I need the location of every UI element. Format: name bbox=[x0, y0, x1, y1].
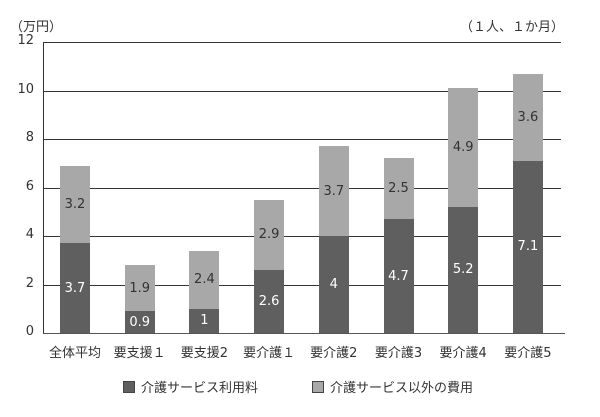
legend-swatch-dark bbox=[123, 380, 135, 393]
gridline bbox=[43, 187, 561, 189]
legend-label: 介護サービス利用料 bbox=[141, 381, 259, 396]
gridline bbox=[43, 236, 561, 237]
stacked-bar: 4.9 5.2 bbox=[448, 88, 479, 333]
x-tick-label: 要介護2 bbox=[310, 346, 358, 361]
x-tick-label: 要介護5 bbox=[504, 346, 552, 361]
stacked-bar: 1.9 0.9 bbox=[124, 265, 155, 333]
y-tick-label: 6 bbox=[25, 178, 34, 194]
stacked-bar: 3.2 3.7 bbox=[60, 165, 90, 333]
bar-segment-other-costs: 3.7 bbox=[318, 146, 349, 236]
gridline bbox=[43, 139, 561, 140]
bar-segment-service-fee: 3.7 bbox=[60, 243, 90, 333]
bar-segment-service-fee: 7.1 bbox=[512, 160, 543, 333]
bar-segment-other-costs: 1.9 bbox=[124, 265, 155, 312]
per-person-month-label: （１人、１か月） bbox=[460, 20, 565, 35]
bar-segment-service-fee: 2.6 bbox=[254, 269, 285, 333]
bar-segment-service-fee: 4.7 bbox=[383, 219, 414, 333]
bar-segment-other-costs: 2.4 bbox=[189, 250, 220, 309]
gridline bbox=[43, 42, 561, 43]
x-tick-label: 要支援2 bbox=[180, 346, 229, 361]
y-tick-label: 2 bbox=[25, 275, 34, 291]
bar-segment-other-costs: 2.9 bbox=[254, 199, 285, 270]
bar-segment-service-fee: 4 bbox=[318, 235, 349, 333]
bar-segment-other-costs: 3.6 bbox=[512, 73, 543, 161]
x-tick-label: 全体平均 bbox=[48, 346, 101, 361]
y-tick-label: 12 bbox=[17, 33, 34, 48]
gridline bbox=[43, 90, 561, 92]
stacked-bar: 2.4 1 bbox=[189, 250, 220, 333]
y-tick-label: 10 bbox=[17, 81, 34, 97]
legend-item-other-costs: 介護サービス以外の費用 bbox=[312, 377, 473, 396]
y-tick-label: 8 bbox=[25, 130, 34, 145]
y-tick-label: 4 bbox=[25, 227, 34, 242]
bar-segment-other-costs: 2.5 bbox=[383, 158, 414, 220]
x-tick-label: 要介護１ bbox=[243, 346, 296, 361]
stacked-bar: 2.9 2.6 bbox=[254, 199, 285, 333]
plot-area: 3.2 3.7 1.9 0.9 2.4 1 2.9 2.6 3.7 4 2.5 4.7 4.9 5.2 3.… bbox=[43, 42, 565, 334]
x-axis bbox=[43, 333, 565, 334]
legend-swatch-light bbox=[312, 380, 324, 393]
x-tick-label: 要介護4 bbox=[439, 346, 487, 361]
bar-segment-other-costs: 4.9 bbox=[448, 88, 479, 207]
x-tick-label: 要介護3 bbox=[374, 346, 423, 361]
stacked-bar: 2.5 4.7 bbox=[383, 158, 414, 333]
y-tick-label: 0 bbox=[25, 324, 34, 339]
gridline bbox=[43, 284, 561, 286]
legend-label: 介護サービス以外の費用 bbox=[330, 381, 474, 396]
stacked-bar: 3.7 4 bbox=[318, 146, 349, 333]
x-tick-label: 要支援１ bbox=[113, 346, 166, 361]
legend-item-service-fee: 介護サービス利用料 bbox=[123, 377, 258, 396]
y-axis bbox=[43, 42, 44, 333]
bar-segment-other-costs: 3.2 bbox=[60, 165, 90, 244]
bar-segment-service-fee: 0.9 bbox=[124, 311, 155, 333]
bar-segment-service-fee: 1 bbox=[189, 308, 220, 333]
bar-segment-service-fee: 5.2 bbox=[448, 206, 479, 333]
y-unit-label: （万円） bbox=[10, 20, 63, 35]
stacked-bar: 3.6 7.1 bbox=[512, 73, 543, 333]
